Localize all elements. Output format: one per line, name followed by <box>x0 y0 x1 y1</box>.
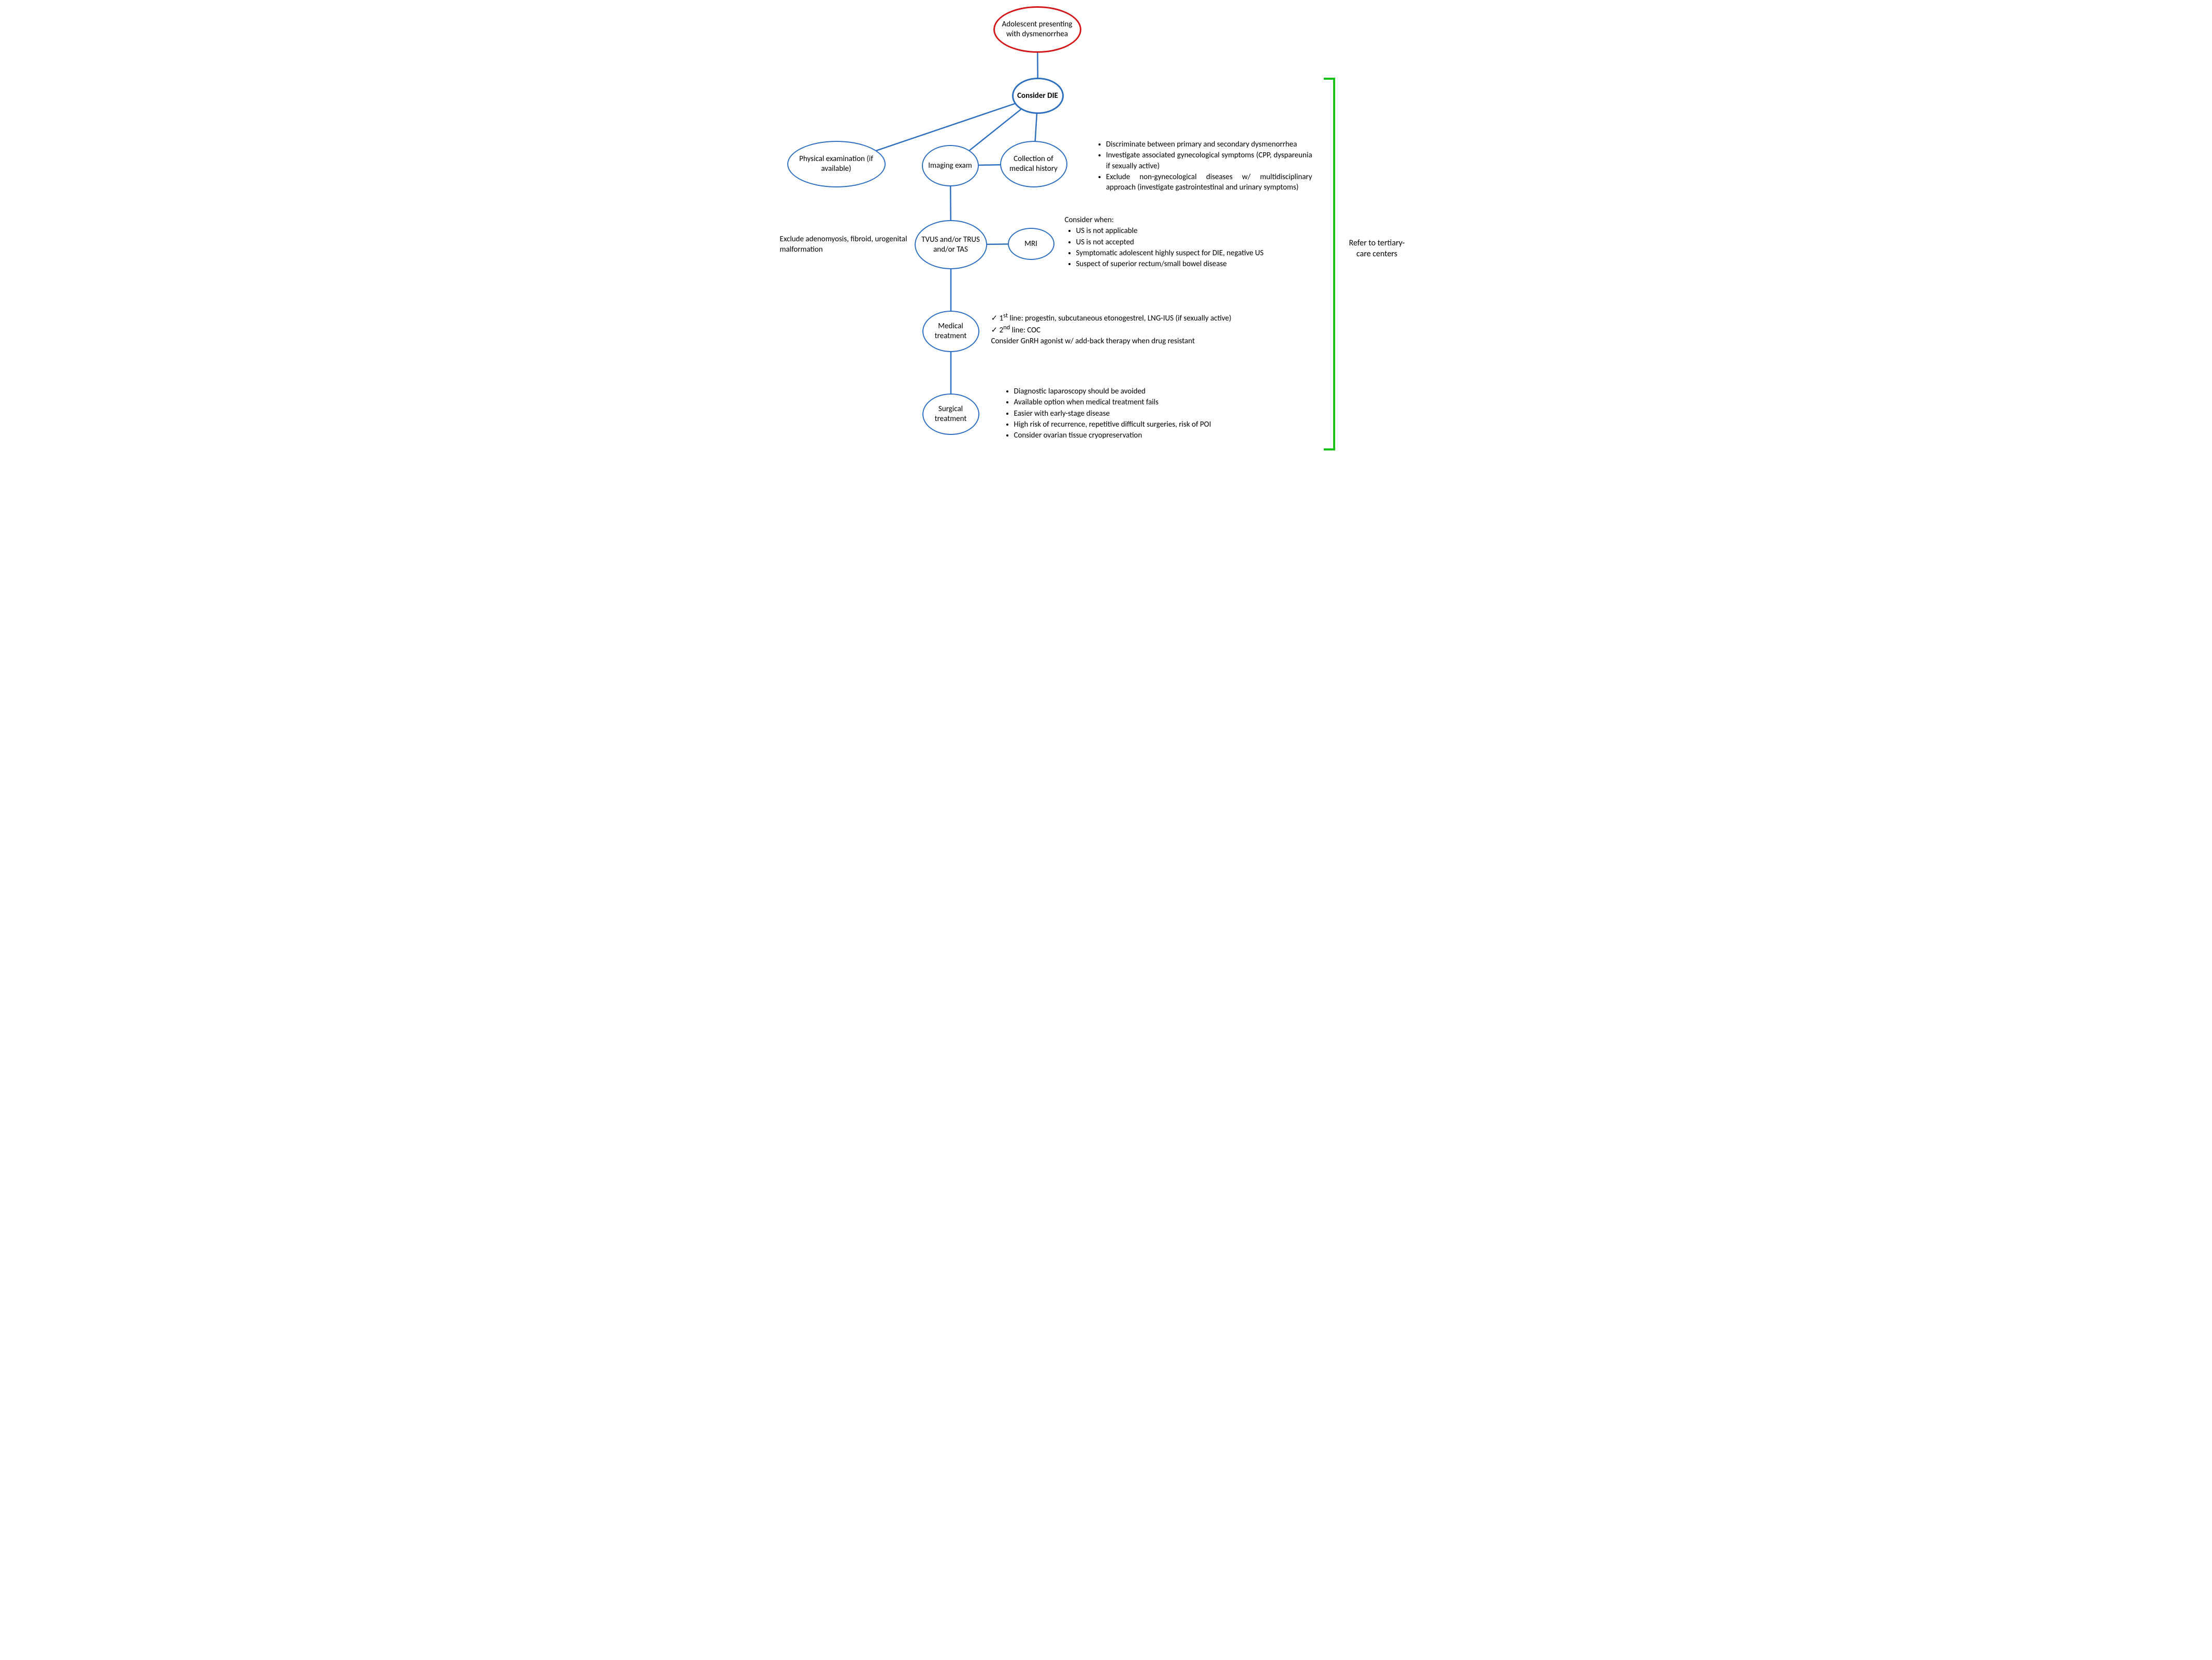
annotation-history: Discriminate between primary and seconda… <box>1095 139 1312 193</box>
node-physical-examination: Physical examination (if available) <box>787 141 886 187</box>
node-consider-die: Consider DIE <box>1012 78 1064 114</box>
node-imaging-exam: Imaging exam <box>922 145 979 186</box>
node-start: Adolescent presenting with dysmenorrhea <box>993 6 1081 53</box>
annotation-mri: Consider when:US is not applicableUS is … <box>1065 215 1303 270</box>
annotation-surgical-treatment: Diagnostic laparoscopy should be avoided… <box>1003 386 1293 441</box>
referral-bracket <box>1333 78 1335 450</box>
node-medical-treatment: Medical treatment <box>922 311 979 352</box>
node-surgical-treatment: Surgical treatment <box>922 394 979 435</box>
referral-bracket-label: Refer to tertiary-care centers <box>1343 238 1411 260</box>
annotation-us-exclude: Exclude adenomyosis, fibroid, urogenital… <box>780 234 910 255</box>
node-medical-history: Collection of medical history <box>1000 141 1067 187</box>
flowchart-canvas: Adolescent presenting with dysmenorrhea … <box>775 0 1438 497</box>
annotation-medical-treatment: 1st line: progestin, subcutaneous etonog… <box>991 312 1302 346</box>
node-ultrasound: TVUS and/or TRUS and/or TAS <box>915 220 987 269</box>
node-mri: MRI <box>1008 228 1054 260</box>
